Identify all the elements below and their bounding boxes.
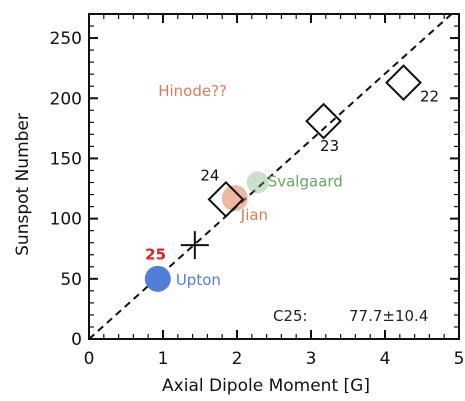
prediction-point-upton [144,265,171,292]
x-tick-label: 2 [232,349,243,369]
prediction-point-svalgaard [246,171,269,194]
x-tick-label: 5 [454,349,465,369]
y-axis-label: Sunspot Number [13,113,33,256]
x-tick-label: 3 [306,349,317,369]
cycle-label-25: 25 [145,246,166,264]
plot-frame [88,13,460,340]
y-tick-label: 150 [50,149,82,169]
x-axis-label: Axial Dipole Moment [G] [162,376,370,396]
y-tick-label: 50 [60,270,82,290]
y-tick-label: 100 [50,210,82,230]
y-tick-label: 0 [71,330,82,350]
cycle-label-24: 24 [200,166,219,184]
x-tick-label: 0 [84,349,95,369]
hinode-annotation: Hinode?? [158,82,227,100]
prediction-label-jian: Jian [240,206,268,224]
y-tick-label: 200 [50,89,82,109]
marks [88,13,453,340]
y-tick-label: 250 [50,29,82,49]
cycle-diamond [305,102,342,140]
cycle-label-22: 22 [420,88,439,106]
cycle-diamond [207,180,245,218]
x-tick-label: 1 [158,349,169,369]
c25-annotation: C25: [273,307,308,325]
cycle-diamond [385,64,422,102]
fit-line [88,13,453,340]
prediction-annotation: 77.7±10.4 [349,307,428,325]
x-tick-label: 4 [380,349,391,369]
prediction-label-upton: Upton [176,271,221,289]
prediction-label-svalgaard: Svalgaard [268,173,343,191]
cycle-label-23: 23 [320,137,339,155]
prediction-point-jian [221,185,248,212]
